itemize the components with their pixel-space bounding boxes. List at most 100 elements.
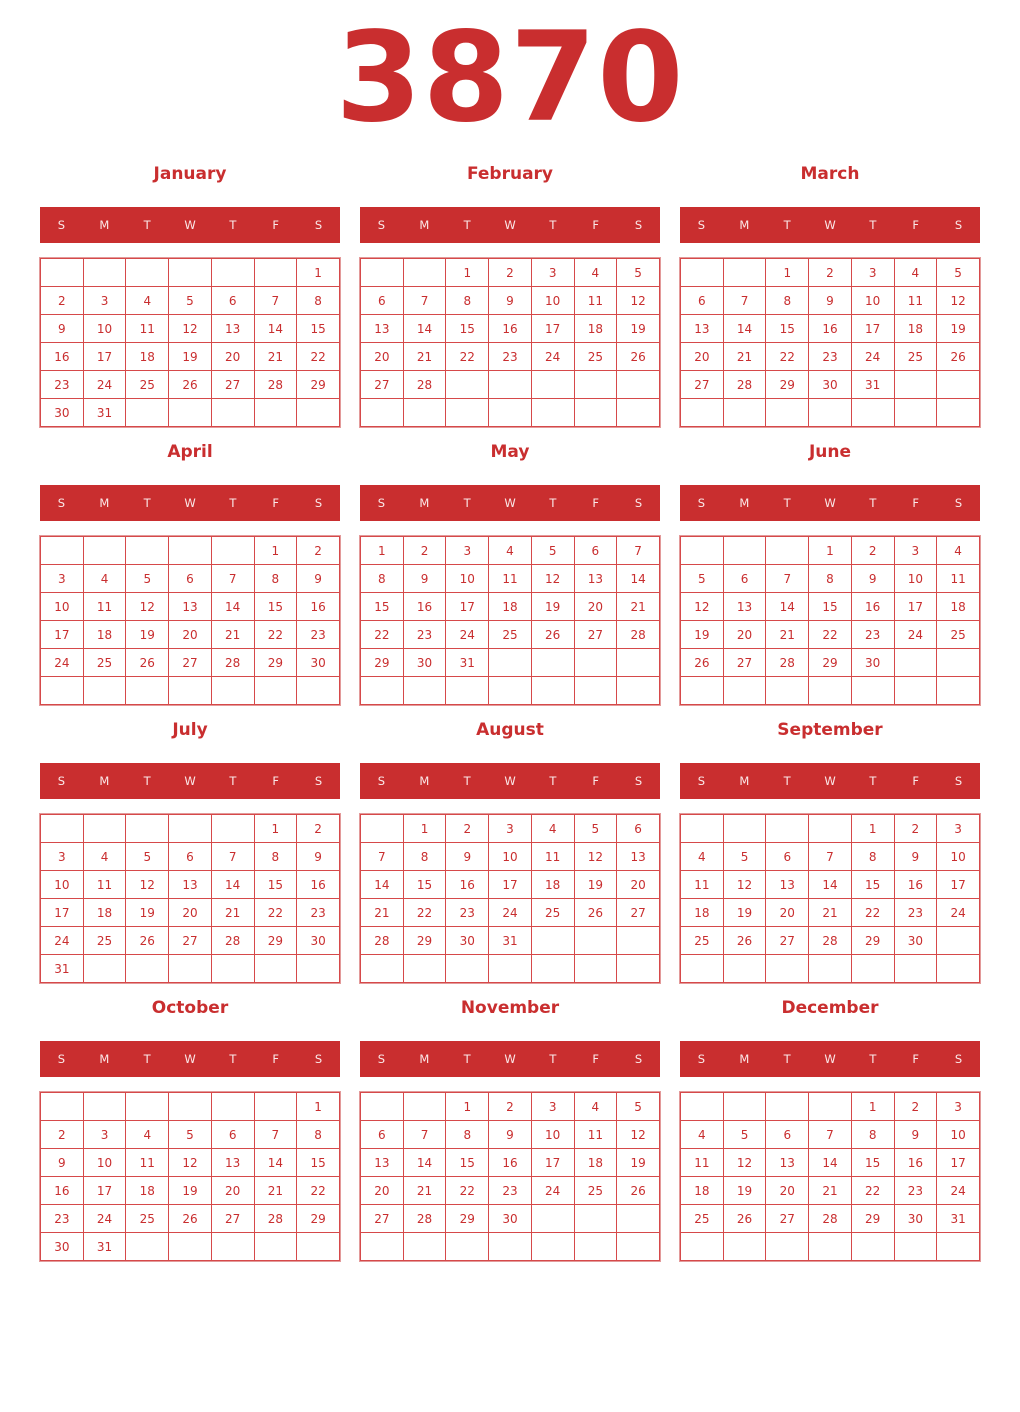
day-cell[interactable]: 7	[253, 286, 298, 315]
day-cell[interactable]: 20	[360, 342, 404, 371]
day-cell[interactable]: 11	[82, 870, 127, 899]
day-cell[interactable]	[168, 814, 212, 843]
day-cell[interactable]	[402, 1092, 447, 1121]
day-cell[interactable]	[253, 676, 298, 705]
day-cell[interactable]: 21	[808, 1176, 852, 1205]
day-cell[interactable]: 18	[936, 592, 980, 621]
day-cell[interactable]: 1	[765, 258, 810, 287]
day-cell[interactable]	[360, 676, 404, 705]
day-cell[interactable]: 25	[573, 342, 618, 371]
day-cell[interactable]: 21	[616, 592, 660, 621]
day-cell[interactable]	[488, 1232, 532, 1261]
day-cell[interactable]: 30	[40, 1232, 84, 1261]
day-cell[interactable]	[125, 1092, 170, 1121]
day-cell[interactable]	[850, 676, 895, 705]
day-cell[interactable]: 8	[253, 564, 298, 593]
day-cell[interactable]: 22	[253, 898, 298, 927]
day-cell[interactable]: 13	[680, 314, 724, 343]
day-cell[interactable]: 9	[296, 842, 340, 871]
day-cell[interactable]: 9	[488, 286, 532, 315]
day-cell[interactable]: 10	[936, 842, 980, 871]
day-cell[interactable]: 26	[616, 342, 660, 371]
day-cell[interactable]: 27	[722, 648, 767, 677]
day-cell[interactable]	[168, 258, 212, 287]
day-cell[interactable]: 13	[722, 592, 767, 621]
day-cell[interactable]: 17	[488, 870, 532, 899]
day-cell[interactable]: 24	[40, 648, 84, 677]
day-cell[interactable]: 2	[488, 258, 532, 287]
day-cell[interactable]	[893, 676, 938, 705]
day-cell[interactable]: 15	[296, 1148, 340, 1177]
day-cell[interactable]: 7	[765, 564, 810, 593]
day-cell[interactable]: 28	[360, 926, 404, 955]
day-cell[interactable]	[722, 1092, 767, 1121]
day-cell[interactable]: 26	[168, 1204, 212, 1233]
day-cell[interactable]	[210, 676, 255, 705]
day-cell[interactable]: 10	[893, 564, 938, 593]
day-cell[interactable]: 8	[402, 842, 447, 871]
day-cell[interactable]: 10	[936, 1120, 980, 1149]
day-cell[interactable]: 13	[168, 870, 212, 899]
day-cell[interactable]: 8	[296, 286, 340, 315]
day-cell[interactable]: 18	[893, 314, 938, 343]
day-cell[interactable]: 6	[765, 1120, 810, 1149]
day-cell[interactable]: 10	[40, 592, 84, 621]
day-cell[interactable]: 19	[722, 1176, 767, 1205]
day-cell[interactable]	[40, 814, 84, 843]
day-cell[interactable]: 16	[808, 314, 852, 343]
day-cell[interactable]: 31	[82, 398, 127, 427]
day-cell[interactable]	[936, 676, 980, 705]
day-cell[interactable]	[360, 398, 404, 427]
day-cell[interactable]: 3	[40, 842, 84, 871]
day-cell[interactable]	[573, 1204, 618, 1233]
day-cell[interactable]: 11	[680, 870, 724, 899]
day-cell[interactable]	[168, 954, 212, 983]
day-cell[interactable]	[360, 1232, 404, 1261]
day-cell[interactable]: 22	[445, 1176, 490, 1205]
day-cell[interactable]: 28	[253, 1204, 298, 1233]
day-cell[interactable]: 29	[253, 648, 298, 677]
day-cell[interactable]: 23	[40, 370, 84, 399]
day-cell[interactable]: 18	[680, 1176, 724, 1205]
day-cell[interactable]: 28	[402, 1204, 447, 1233]
day-cell[interactable]: 21	[360, 898, 404, 927]
day-cell[interactable]: 15	[253, 592, 298, 621]
day-cell[interactable]: 11	[82, 592, 127, 621]
day-cell[interactable]: 13	[616, 842, 660, 871]
day-cell[interactable]: 9	[808, 286, 852, 315]
day-cell[interactable]: 17	[82, 1176, 127, 1205]
day-cell[interactable]: 11	[530, 842, 575, 871]
day-cell[interactable]: 17	[936, 1148, 980, 1177]
day-cell[interactable]	[808, 1232, 852, 1261]
day-cell[interactable]	[893, 370, 938, 399]
day-cell[interactable]: 4	[530, 814, 575, 843]
day-cell[interactable]: 17	[530, 314, 575, 343]
day-cell[interactable]: 1	[402, 814, 447, 843]
day-cell[interactable]: 21	[722, 342, 767, 371]
day-cell[interactable]	[402, 676, 447, 705]
day-cell[interactable]: 17	[82, 342, 127, 371]
day-cell[interactable]: 28	[210, 926, 255, 955]
day-cell[interactable]: 10	[82, 1148, 127, 1177]
day-cell[interactable]: 4	[573, 1092, 618, 1121]
day-cell[interactable]	[616, 398, 660, 427]
day-cell[interactable]: 6	[680, 286, 724, 315]
day-cell[interactable]: 20	[168, 898, 212, 927]
day-cell[interactable]: 5	[616, 258, 660, 287]
day-cell[interactable]: 17	[893, 592, 938, 621]
day-cell[interactable]: 15	[850, 870, 895, 899]
day-cell[interactable]: 30	[893, 926, 938, 955]
day-cell[interactable]: 23	[40, 1204, 84, 1233]
day-cell[interactable]: 14	[253, 1148, 298, 1177]
day-cell[interactable]: 23	[488, 1176, 532, 1205]
day-cell[interactable]: 3	[850, 258, 895, 287]
day-cell[interactable]: 9	[40, 1148, 84, 1177]
day-cell[interactable]: 2	[296, 536, 340, 565]
day-cell[interactable]: 1	[253, 536, 298, 565]
day-cell[interactable]: 25	[530, 898, 575, 927]
day-cell[interactable]: 24	[82, 370, 127, 399]
day-cell[interactable]	[168, 1092, 212, 1121]
day-cell[interactable]	[168, 1232, 212, 1261]
day-cell[interactable]	[210, 258, 255, 287]
day-cell[interactable]: 25	[893, 342, 938, 371]
